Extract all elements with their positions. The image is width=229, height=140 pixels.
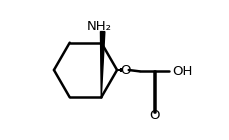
Text: O: O: [120, 64, 130, 76]
Polygon shape: [100, 32, 104, 97]
Text: O: O: [149, 109, 159, 122]
Text: NH₂: NH₂: [86, 20, 111, 33]
Text: OH: OH: [172, 65, 192, 78]
